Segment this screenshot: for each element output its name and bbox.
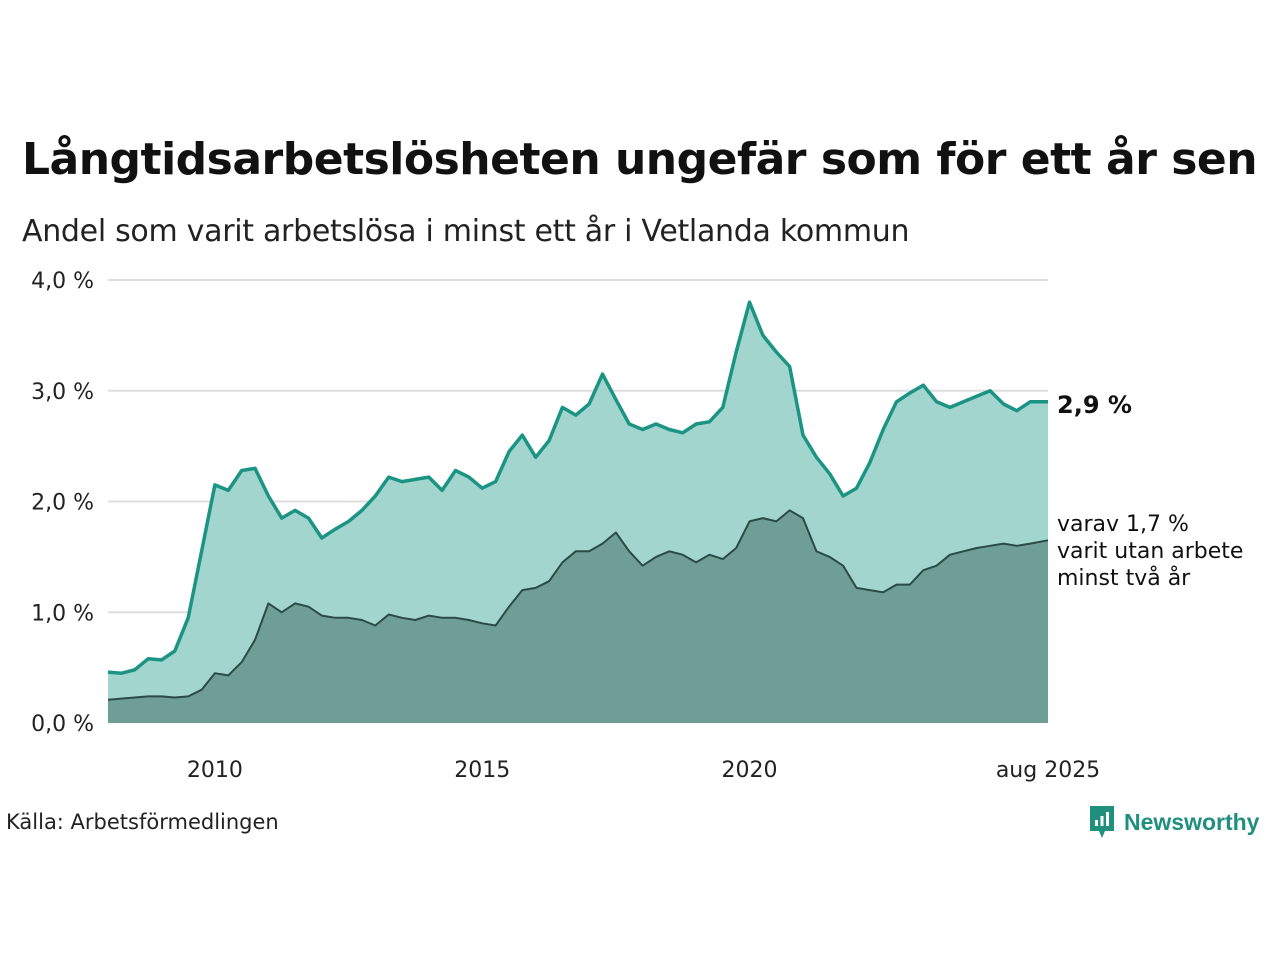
x-tick-label: aug 2025 bbox=[996, 758, 1100, 783]
newsworthy-icon bbox=[1090, 806, 1114, 838]
end-value-label: 2,9 % bbox=[1057, 391, 1132, 419]
source-note: Källa: Arbetsförmedlingen bbox=[6, 810, 279, 834]
x-axis-labels: 2010 2015 2020 aug 2025 bbox=[187, 758, 1100, 783]
x-tick-label: 2015 bbox=[454, 758, 510, 783]
y-tick-label: 1,0 % bbox=[31, 601, 94, 626]
sub-label-line-3: minst två år bbox=[1057, 565, 1191, 591]
brand-logo: Newsworthy bbox=[1088, 804, 1259, 840]
chart-subtitle: Andel som varit arbetslösa i minst ett å… bbox=[22, 214, 910, 249]
y-tick-label: 0,0 % bbox=[31, 712, 94, 737]
x-tick-label: 2020 bbox=[722, 758, 778, 783]
series-line-one-year bbox=[107, 300, 1048, 675]
chart-title: Långtidsarbetslösheten ungefär som för e… bbox=[22, 134, 1258, 185]
sub-label-line-2: varit utan arbete bbox=[1057, 539, 1243, 564]
y-axis-labels: 0,0 % 1,0 % 2,0 % 3,0 % 4,0 % bbox=[31, 269, 94, 737]
series-line-two-year bbox=[107, 509, 1049, 701]
series-area-two-year bbox=[108, 510, 1048, 723]
chart-areas bbox=[107, 300, 1049, 723]
y-tick-label: 2,0 % bbox=[31, 491, 94, 516]
y-tick-label: 4,0 % bbox=[31, 269, 94, 294]
y-tick-label: 3,0 % bbox=[31, 380, 94, 405]
sub-label-line-1: varav 1,7 % bbox=[1057, 512, 1189, 537]
brand-name: Newsworthy bbox=[1124, 808, 1260, 835]
x-tick-label: 2010 bbox=[187, 758, 243, 783]
